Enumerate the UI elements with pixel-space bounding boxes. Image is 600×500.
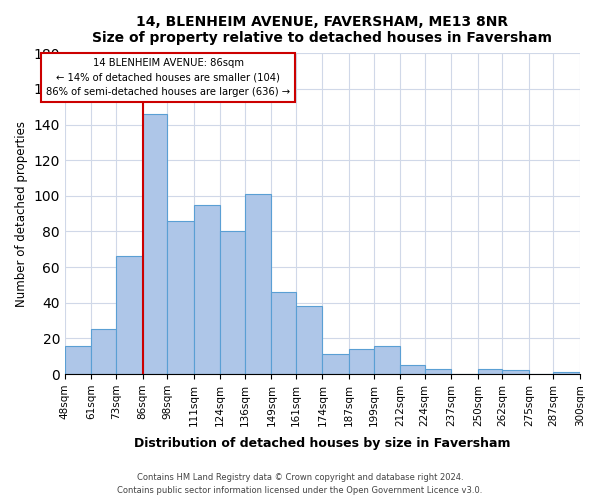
- Bar: [65, 346, 91, 374]
- Bar: [478, 368, 502, 374]
- Bar: [553, 372, 580, 374]
- Title: 14, BLENHEIM AVENUE, FAVERSHAM, ME13 8NR
Size of property relative to detached h: 14, BLENHEIM AVENUE, FAVERSHAM, ME13 8NR…: [92, 15, 553, 45]
- Bar: [116, 256, 143, 374]
- Bar: [349, 349, 374, 374]
- Bar: [143, 114, 167, 374]
- Bar: [91, 330, 116, 374]
- Bar: [220, 232, 245, 374]
- Bar: [271, 292, 296, 374]
- Bar: [296, 306, 322, 374]
- Bar: [167, 221, 194, 374]
- Bar: [425, 368, 451, 374]
- Text: Contains HM Land Registry data © Crown copyright and database right 2024.
Contai: Contains HM Land Registry data © Crown c…: [118, 474, 482, 495]
- Bar: [194, 205, 220, 374]
- Text: 14 BLENHEIM AVENUE: 86sqm
← 14% of detached houses are smaller (104)
86% of semi: 14 BLENHEIM AVENUE: 86sqm ← 14% of detac…: [46, 58, 290, 97]
- Bar: [322, 354, 349, 374]
- Bar: [245, 194, 271, 374]
- X-axis label: Distribution of detached houses by size in Faversham: Distribution of detached houses by size …: [134, 437, 511, 450]
- Bar: [400, 365, 425, 374]
- Bar: [502, 370, 529, 374]
- Y-axis label: Number of detached properties: Number of detached properties: [15, 120, 28, 306]
- Bar: [374, 346, 400, 374]
